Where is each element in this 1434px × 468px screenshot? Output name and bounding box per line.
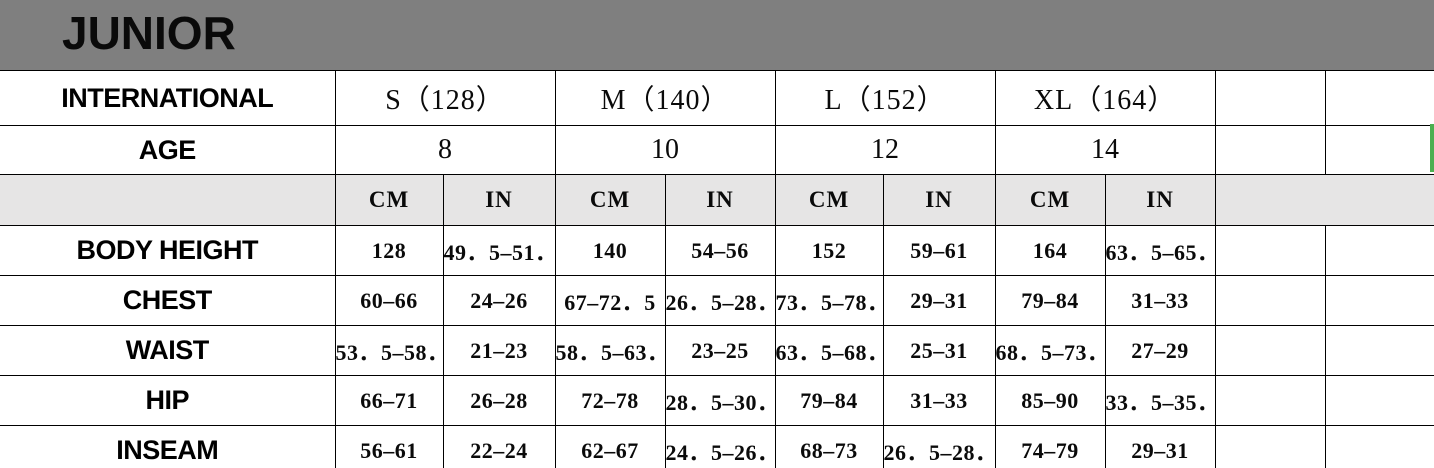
size-name-m: M（140） [554, 70, 776, 126]
size-name-s: S（128） [334, 70, 556, 126]
cell-chest-l-in: 29‒31 [882, 275, 996, 326]
cell-chest-s-cm: 60‒66 [334, 275, 444, 326]
cell-waist-m-cm: 58．5‒63．5 [554, 325, 666, 376]
cell-body-height-m-cm: 140 [554, 225, 666, 276]
table-row-age: AGE 8 10 12 14 [0, 125, 1434, 175]
cell-inseam-l-cm: 68‒73 [774, 425, 884, 468]
cell-waist-m-in: 23‒25 [664, 325, 776, 376]
unit-header-xl-cm: CM [994, 174, 1106, 226]
unit-header-s-in: IN [442, 174, 556, 226]
row-label-body-height: BODY HEIGHT [0, 225, 336, 276]
empty-cell-age-1 [1214, 125, 1326, 175]
cell-inseam-l-in: 26．5‒28．5 [882, 425, 996, 468]
table-row-body-height: BODY HEIGHT 128 49．5‒51．5 140 54‒56 152 … [0, 225, 1434, 276]
age-value-s: 8 [334, 125, 556, 175]
cell-body-height-xl-in: 63．5‒65．5 [1104, 225, 1216, 276]
unit-header-m-in: IN [664, 174, 776, 226]
empty-cell-inseam-1 [1214, 425, 1326, 468]
empty-cell-chest-1 [1214, 275, 1326, 326]
cell-inseam-s-cm: 56‒61 [334, 425, 444, 468]
size-name-l: L（152） [774, 70, 996, 126]
table-row-units: CM IN CM IN CM IN CM IN [0, 174, 1434, 226]
row-label-international: INTERNATIONAL [0, 70, 336, 126]
empty-cell-chest-2 [1324, 275, 1434, 326]
table-row-inseam: INSEAM 56‒61 22‒24 62‒67 24．5‒26．5 68‒73… [0, 425, 1434, 468]
cell-chest-s-in: 24‒26 [442, 275, 556, 326]
row-label-age: AGE [0, 125, 336, 175]
cell-inseam-xl-in: 29‒31 [1104, 425, 1216, 468]
empty-cell-hip-1 [1214, 375, 1326, 426]
age-value-m: 10 [554, 125, 776, 175]
cell-chest-m-in: 26．5‒28．5 [664, 275, 776, 326]
cell-body-height-l-in: 59‒61 [882, 225, 996, 276]
unit-row-label-blank [0, 174, 336, 226]
size-name-xl: XL（164） [994, 70, 1216, 126]
cell-chest-m-cm: 67‒72．5 [554, 275, 666, 326]
cell-hip-s-in: 26‒28 [442, 375, 556, 426]
cell-inseam-xl-cm: 74‒79 [994, 425, 1106, 468]
cell-chest-xl-in: 31‒33 [1104, 275, 1216, 326]
cell-chest-xl-cm: 79‒84 [994, 275, 1106, 326]
page-title: JUNIOR [62, 7, 236, 59]
title-band: JUNIOR [0, 0, 1434, 70]
cell-waist-s-in: 21‒23 [442, 325, 556, 376]
cell-waist-xl-cm: 68．5‒73．5 [994, 325, 1106, 376]
empty-cell-body-height-1 [1214, 225, 1326, 276]
cell-hip-xl-cm: 85‒90 [994, 375, 1106, 426]
unit-header-l-in: IN [882, 174, 996, 226]
cell-inseam-m-cm: 62‒67 [554, 425, 666, 468]
empty-cell-waist-1 [1214, 325, 1326, 376]
cell-body-height-m-in: 54‒56 [664, 225, 776, 276]
cell-inseam-m-in: 24．5‒26．5 [664, 425, 776, 468]
unit-header-l-cm: CM [774, 174, 884, 226]
cell-waist-s-cm: 53．5‒58．5 [334, 325, 444, 376]
unit-header-m-cm: CM [554, 174, 666, 226]
empty-cell-inseam-2 [1324, 425, 1434, 468]
cell-chest-l-cm: 73．5‒78．5 [774, 275, 884, 326]
age-value-xl: 14 [994, 125, 1216, 175]
table-row-international: INTERNATIONAL S（128） M（140） L（152） XL（16… [0, 70, 1434, 126]
size-chart-table: INTERNATIONAL S（128） M（140） L（152） XL（16… [0, 70, 1434, 468]
cell-waist-l-cm: 63．5‒68．5 [774, 325, 884, 376]
row-label-waist: WAIST [0, 325, 336, 376]
empty-cell-body-height-2 [1324, 225, 1434, 276]
cell-body-height-xl-cm: 164 [994, 225, 1106, 276]
age-value-l: 12 [774, 125, 996, 175]
cell-body-height-s-cm: 128 [334, 225, 444, 276]
cell-inseam-s-in: 22‒24 [442, 425, 556, 468]
unit-header-s-cm: CM [334, 174, 444, 226]
empty-cell-age-2 [1324, 125, 1434, 175]
unit-row-empty [1215, 174, 1434, 226]
table-row-hip: HIP 66‒71 26‒28 72‒78 28．5‒30．5 79‒84 31… [0, 375, 1434, 426]
table-row-chest: CHEST 60‒66 24‒26 67‒72．5 26．5‒28．5 73．5… [0, 275, 1434, 326]
cell-hip-s-cm: 66‒71 [334, 375, 444, 426]
table-row-waist: WAIST 53．5‒58．5 21‒23 58．5‒63．5 23‒25 63… [0, 325, 1434, 376]
cell-body-height-l-cm: 152 [774, 225, 884, 276]
empty-cell-intl-1 [1214, 70, 1326, 126]
cell-hip-l-cm: 79‒84 [774, 375, 884, 426]
green-edge-marker [1430, 124, 1434, 172]
cell-hip-xl-in: 33．5‒35．5 [1104, 375, 1216, 426]
row-label-inseam: INSEAM [0, 425, 336, 468]
cell-waist-xl-in: 27‒29 [1104, 325, 1216, 376]
empty-cell-waist-2 [1324, 325, 1434, 376]
unit-header-xl-in: IN [1104, 174, 1216, 226]
row-label-chest: CHEST [0, 275, 336, 326]
cell-hip-m-cm: 72‒78 [554, 375, 666, 426]
cell-waist-l-in: 25‒31 [882, 325, 996, 376]
cell-hip-l-in: 31‒33 [882, 375, 996, 426]
cell-hip-m-in: 28．5‒30．5 [664, 375, 776, 426]
empty-cell-hip-2 [1324, 375, 1434, 426]
row-label-hip: HIP [0, 375, 336, 426]
empty-cell-intl-2 [1324, 70, 1434, 126]
cell-body-height-s-in: 49．5‒51．5 [442, 225, 556, 276]
